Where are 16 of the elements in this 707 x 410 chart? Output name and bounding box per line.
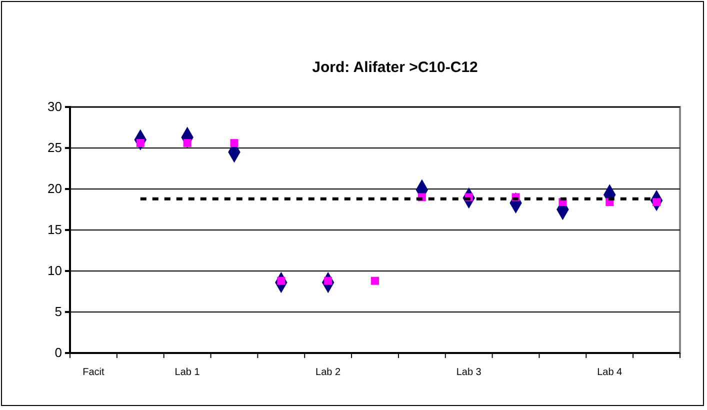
y-tick-label: 15 (48, 222, 62, 238)
y-tick-label: 30 (48, 99, 62, 114)
y-tick-label: 5 (54, 304, 62, 320)
x-tick-label: Facit (82, 367, 105, 378)
point (183, 139, 192, 148)
chart-title: Jord: Alifater >C10-C12 (312, 59, 478, 76)
point (371, 276, 379, 285)
x-tick-label: Lab 2 (316, 367, 342, 378)
y-tick-label: 20 (48, 181, 62, 196)
y-tick-label: 25 (48, 140, 62, 156)
x-tick-label: Lab 3 (456, 367, 482, 378)
y-tick-label: 10 (48, 263, 62, 278)
point (230, 139, 238, 148)
x-tick-label: Lab 1 (174, 367, 200, 378)
x-tick-label: Lab 4 (597, 367, 623, 378)
y-tick-label: 0 (54, 345, 62, 360)
